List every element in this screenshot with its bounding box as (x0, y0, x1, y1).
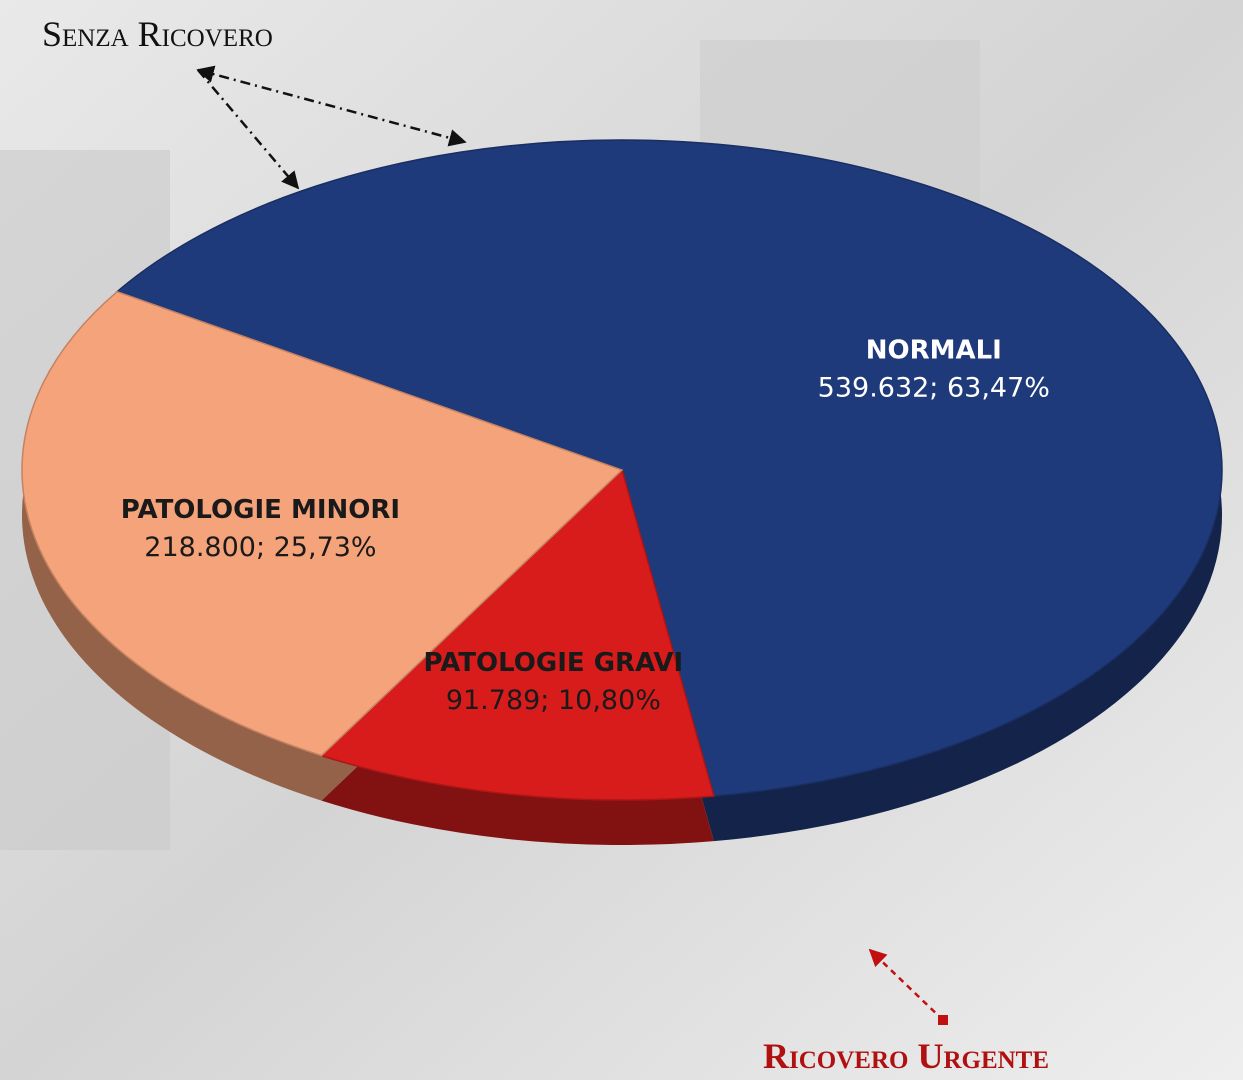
annotation-marker (938, 1015, 948, 1025)
slice-value-label: 539.632; 63,47% (818, 372, 1050, 403)
annotation-arrow (868, 948, 944, 1021)
slice-name: NORMALI (866, 335, 1002, 365)
slice (21, 290, 624, 757)
slice (115, 139, 1223, 797)
slice-name: PATOLOGIE GRAVI (424, 648, 684, 678)
annotation: Senza Ricovero (42, 14, 273, 54)
annotation-arrow (197, 69, 300, 190)
slice-value-label: 91.789; 10,80% (446, 685, 661, 716)
annotation-arrow (196, 65, 467, 147)
slice (320, 468, 715, 801)
pie (21, 139, 1223, 801)
annotation: Ricovero Urgente (763, 1036, 1049, 1076)
labels: NORMALI 539.632; 63,47% PATOLOGIE GRAVI 91.… (121, 335, 1050, 716)
slice-name: PATOLOGIE MINORI (121, 495, 400, 525)
slice-value-label: 218.800; 25,73% (144, 532, 376, 563)
